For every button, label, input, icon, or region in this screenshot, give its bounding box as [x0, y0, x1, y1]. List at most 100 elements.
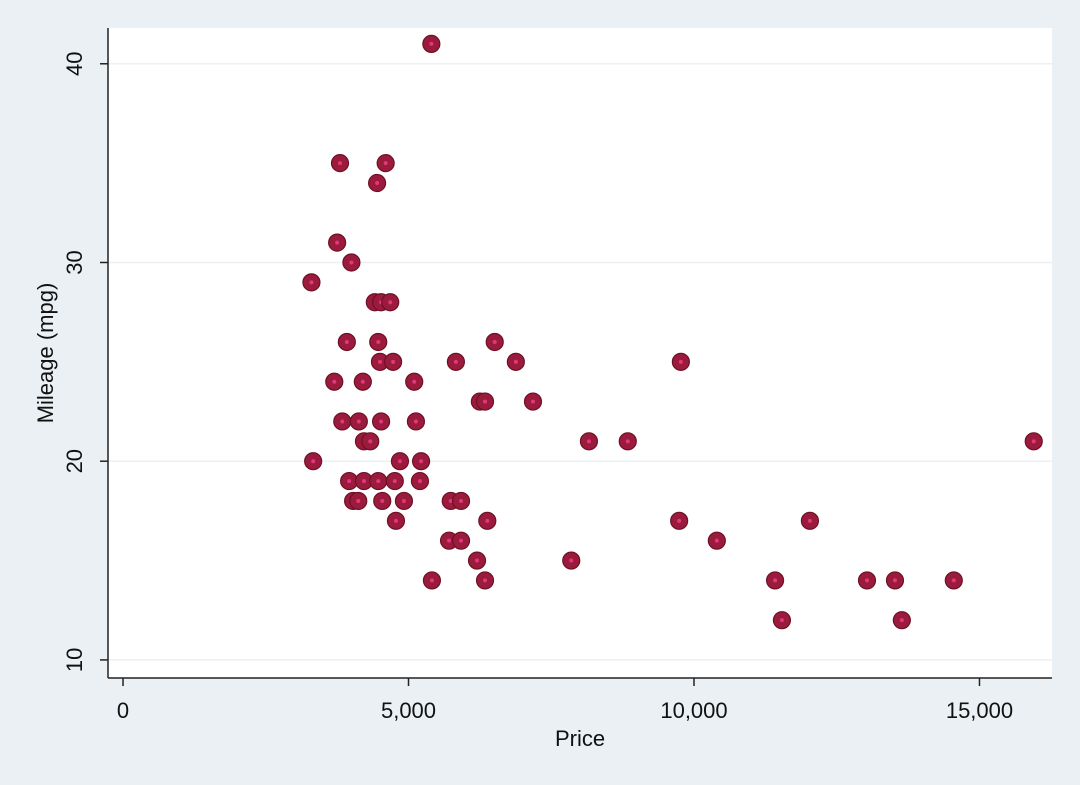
point: [478, 511, 497, 530]
point: [349, 412, 368, 431]
point-center: [773, 578, 778, 583]
point: [333, 412, 352, 431]
point-center: [356, 419, 361, 424]
point: [892, 611, 911, 630]
point: [368, 173, 387, 193]
point-center: [392, 479, 397, 484]
point-center: [779, 618, 784, 623]
point: [485, 332, 504, 352]
point-center: [309, 280, 314, 285]
point-center: [383, 161, 388, 166]
point-center: [417, 479, 422, 484]
point-center: [448, 498, 453, 503]
point: [422, 34, 441, 53]
point: [383, 352, 403, 371]
point: [304, 452, 323, 471]
point: [325, 372, 344, 391]
point-center: [391, 359, 396, 364]
point: [451, 491, 471, 511]
x-tick-label: 10,000: [660, 698, 727, 723]
point: [800, 511, 820, 530]
point-center: [447, 538, 452, 543]
point-center: [483, 578, 488, 583]
point: [410, 471, 430, 491]
point: [523, 392, 543, 411]
point-center: [419, 459, 424, 464]
point: [373, 491, 392, 511]
point-center: [401, 498, 406, 503]
y-tick-label: 10: [62, 648, 87, 672]
point: [376, 154, 395, 173]
point-center: [335, 240, 340, 245]
point-center: [1031, 439, 1036, 444]
point: [390, 452, 410, 471]
point-center: [375, 180, 380, 185]
y-tick-label: 30: [62, 250, 87, 274]
point: [422, 571, 442, 590]
point-center: [530, 399, 535, 404]
y-tick-label: 40: [62, 52, 87, 76]
point: [349, 491, 368, 511]
point-center: [356, 498, 361, 503]
point-center: [899, 618, 904, 623]
point-center: [865, 578, 870, 583]
point-center: [340, 419, 345, 424]
point: [337, 332, 356, 352]
point: [475, 392, 495, 411]
point: [579, 432, 599, 451]
point-center: [349, 260, 354, 265]
point: [381, 293, 400, 312]
point-center: [807, 518, 812, 523]
point: [369, 471, 388, 491]
y-tick-label: 20: [62, 449, 87, 473]
point-center: [380, 498, 385, 503]
point-center: [332, 379, 337, 384]
point-center: [714, 538, 719, 543]
x-axis-title: Price: [555, 726, 605, 751]
point-center: [347, 479, 352, 484]
point: [765, 571, 785, 590]
point: [386, 511, 406, 530]
point-center: [393, 518, 398, 523]
point: [394, 491, 414, 511]
point: [467, 551, 487, 570]
point: [618, 432, 637, 451]
point-center: [475, 558, 480, 563]
y-axis-title: Mileage (mpg): [33, 283, 58, 424]
point-center: [337, 161, 342, 166]
point: [475, 571, 495, 590]
point-center: [485, 518, 490, 523]
point-center: [892, 578, 897, 583]
point-center: [413, 419, 418, 424]
point-center: [513, 359, 518, 364]
point-center: [377, 359, 382, 364]
point-center: [453, 359, 458, 364]
point: [411, 452, 431, 471]
point: [857, 571, 877, 590]
point: [354, 471, 374, 491]
point: [361, 432, 380, 451]
point: [342, 253, 361, 272]
point-center: [569, 558, 574, 563]
point-center: [459, 538, 464, 543]
point: [369, 332, 388, 352]
point: [772, 611, 792, 630]
point: [707, 531, 726, 550]
point: [406, 412, 426, 431]
point-center: [412, 379, 417, 384]
x-tick-label: 5,000: [381, 698, 436, 723]
point-center: [678, 359, 683, 364]
point-center: [368, 439, 373, 444]
point: [446, 352, 465, 371]
point-center: [344, 339, 349, 344]
point: [328, 233, 347, 252]
point-center: [379, 419, 384, 424]
x-tick-label: 0: [117, 698, 129, 723]
x-tick-label: 15,000: [946, 698, 1013, 723]
point: [385, 471, 404, 491]
point-center: [459, 498, 464, 503]
point-center: [397, 459, 402, 464]
point: [944, 571, 963, 590]
point: [885, 571, 905, 590]
